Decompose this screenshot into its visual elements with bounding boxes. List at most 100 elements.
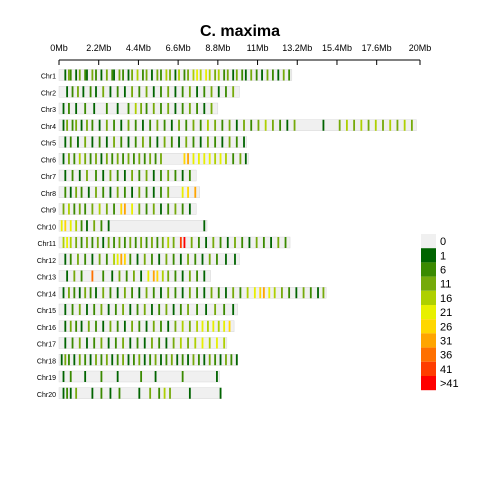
density-window bbox=[259, 287, 262, 299]
density-window bbox=[152, 86, 155, 98]
density-window bbox=[118, 387, 121, 399]
density-window bbox=[109, 287, 112, 299]
density-window bbox=[84, 69, 87, 81]
density-window bbox=[264, 119, 267, 131]
density-window bbox=[138, 86, 141, 98]
density-window bbox=[160, 153, 162, 165]
density-window bbox=[127, 103, 130, 114]
legend-label: 41 bbox=[440, 364, 452, 376]
density-window bbox=[156, 136, 159, 148]
density-window bbox=[129, 253, 132, 265]
chromosome-track-chr14: Chr14 bbox=[37, 287, 327, 299]
legend-swatch bbox=[421, 248, 436, 263]
density-window bbox=[158, 304, 161, 315]
density-window bbox=[68, 203, 70, 215]
chromosome-bar bbox=[58, 186, 200, 198]
x-tick-label: 13.2Mb bbox=[282, 43, 312, 53]
density-window bbox=[91, 253, 94, 265]
density-window bbox=[160, 203, 162, 215]
density-window bbox=[143, 337, 146, 349]
chromosome-tracks: Chr1 Chr2 Chr3 Chr4 Chr5 Chr6 Chr7 Chr8 Chr9 Chr1… bbox=[37, 69, 417, 399]
density-window bbox=[78, 337, 81, 349]
density-window bbox=[62, 119, 65, 131]
density-window bbox=[118, 69, 121, 81]
chromosome-track-chr7: Chr7 bbox=[41, 169, 197, 182]
density-window bbox=[225, 153, 227, 165]
density-window bbox=[208, 354, 211, 366]
density-window bbox=[203, 354, 206, 366]
density-window bbox=[165, 354, 168, 366]
density-window bbox=[163, 136, 166, 148]
density-window bbox=[167, 237, 170, 248]
density-window bbox=[107, 304, 110, 315]
density-window bbox=[235, 354, 238, 366]
density-window bbox=[100, 220, 103, 232]
chromosome-label: Chr11 bbox=[37, 241, 56, 248]
density-window bbox=[140, 371, 143, 382]
x-tick-label: 15.4Mb bbox=[322, 43, 352, 53]
density-window bbox=[102, 170, 105, 181]
density-window bbox=[123, 86, 126, 98]
density-window bbox=[86, 69, 88, 81]
density-window bbox=[203, 220, 206, 232]
density-window bbox=[84, 153, 87, 165]
density-window bbox=[235, 69, 238, 81]
density-window bbox=[219, 237, 222, 248]
density-window bbox=[105, 253, 108, 265]
density-window bbox=[188, 320, 191, 332]
density-window bbox=[95, 320, 97, 332]
density-window bbox=[161, 270, 164, 282]
density-window bbox=[69, 69, 72, 81]
density-window bbox=[172, 337, 175, 349]
density-window bbox=[120, 253, 123, 265]
density-window bbox=[188, 86, 191, 98]
density-window bbox=[176, 354, 179, 366]
density-window bbox=[187, 69, 189, 81]
density-window bbox=[87, 320, 90, 332]
density-window bbox=[196, 287, 198, 299]
density-window bbox=[151, 253, 153, 265]
density-window bbox=[75, 186, 78, 198]
density-window bbox=[129, 237, 132, 248]
density-window bbox=[167, 203, 170, 215]
density-window bbox=[187, 337, 189, 349]
density-window bbox=[161, 237, 164, 248]
density-window bbox=[91, 203, 94, 215]
density-window bbox=[212, 237, 215, 248]
density-window bbox=[201, 320, 204, 332]
density-window bbox=[151, 304, 153, 315]
density-window bbox=[93, 304, 96, 315]
density-window bbox=[93, 337, 96, 349]
density-window bbox=[116, 170, 119, 181]
density-window bbox=[71, 119, 74, 131]
density-window bbox=[75, 119, 78, 131]
density-window bbox=[100, 153, 103, 165]
density-window bbox=[91, 270, 94, 282]
chromosome-label: Chr6 bbox=[41, 157, 56, 164]
density-window bbox=[78, 153, 81, 165]
density-window bbox=[181, 170, 184, 181]
density-window bbox=[86, 304, 88, 315]
density-window bbox=[225, 253, 227, 265]
density-window bbox=[239, 287, 242, 299]
density-window bbox=[174, 170, 177, 181]
density-window bbox=[167, 86, 170, 98]
density-window bbox=[86, 337, 88, 349]
density-window bbox=[138, 186, 141, 198]
legend-swatch bbox=[421, 276, 436, 291]
density-window bbox=[127, 136, 130, 148]
x-tick-label: 6.6Mb bbox=[166, 43, 191, 53]
chromosome-label: Chr5 bbox=[41, 141, 56, 148]
chromosome-label: Chr9 bbox=[41, 208, 56, 215]
density-window bbox=[114, 337, 117, 349]
density-window bbox=[116, 186, 119, 198]
density-window bbox=[80, 186, 83, 198]
density-window bbox=[142, 119, 144, 131]
density-window bbox=[234, 237, 236, 248]
density-window bbox=[178, 119, 180, 131]
density-window bbox=[284, 237, 287, 248]
density-window bbox=[210, 103, 213, 114]
density-window bbox=[228, 119, 231, 131]
density-window bbox=[75, 69, 78, 81]
